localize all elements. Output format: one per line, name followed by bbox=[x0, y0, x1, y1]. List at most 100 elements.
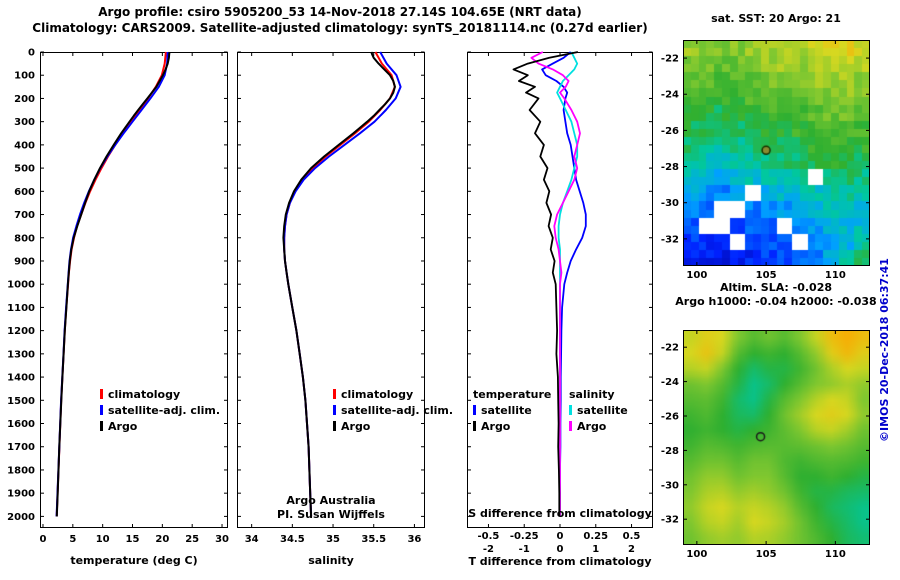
depth-tick-label: 1400 bbox=[7, 373, 35, 384]
legend-label: Argo bbox=[481, 420, 511, 433]
lat-tick-label: -26 bbox=[661, 126, 679, 137]
lat-tick-label: -22 bbox=[661, 54, 679, 65]
argo-height-values: Argo h1000: -0.04 h2000: -0.038 bbox=[675, 295, 877, 308]
difference-legend-item: satellite bbox=[569, 404, 628, 417]
lon-tick-label: 100 bbox=[686, 549, 707, 560]
depth-tick-label: 1700 bbox=[7, 442, 35, 453]
salinity-xtick-label: 34 bbox=[245, 534, 259, 545]
difference-legend-item: Argo bbox=[569, 420, 606, 433]
depth-tick-label: 1900 bbox=[7, 489, 35, 500]
legend-label: satellite bbox=[577, 404, 628, 417]
difference-s-xtick-label: -0.5 bbox=[478, 531, 500, 542]
legend-label: Argo bbox=[577, 420, 607, 433]
temperature-plot: 0 5 10 15 20 25 300100200300400500600700800900… bbox=[7, 48, 229, 568]
salinity-plot: 34 34.5 35 35.5 36 salinity Argo AustraliaPI. … bbox=[237, 51, 425, 567]
temperature-xtick-label: 20 bbox=[155, 534, 169, 545]
depth-tick-label: 600 bbox=[14, 187, 35, 198]
lat-tick-label: -32 bbox=[661, 234, 679, 245]
imos-credit: ©IMOS 20-Dec-2018 06:37:41 bbox=[878, 258, 891, 442]
salinity-legend-item: Argo bbox=[333, 420, 370, 433]
salinity-series-climatology bbox=[283, 51, 396, 517]
figure-title: Argo profile: csiro 5905200_53 14-Nov-20… bbox=[98, 5, 582, 19]
difference-xtick-label: 0 bbox=[557, 544, 564, 555]
depth-tick-label: 1200 bbox=[7, 326, 35, 337]
temperature-series-climatology bbox=[55, 51, 167, 517]
depth-tick-label: 1500 bbox=[7, 396, 35, 407]
depth-tick-label: 100 bbox=[14, 71, 35, 82]
temperature-xtick-label: 10 bbox=[96, 534, 110, 545]
legend-label: climatology bbox=[341, 388, 414, 401]
lat-tick-label: -28 bbox=[661, 446, 679, 457]
difference-plot: -2 -1 0 1 2 -0.5 -0.25 0 0.25 0.5 T difference fro… bbox=[467, 51, 653, 568]
salinity-xlabel: salinity bbox=[308, 554, 354, 567]
difference-legend-item: Argo bbox=[473, 420, 510, 433]
legend-label: satellite-adj. clim. bbox=[341, 404, 454, 417]
salinity-xtick-label: 36 bbox=[407, 534, 421, 545]
depth-tick-label: 1800 bbox=[7, 465, 35, 476]
difference-xtick-label: 1 bbox=[592, 544, 599, 555]
difference-series-t-diff-argo bbox=[512, 51, 579, 517]
sst_map-axes: 100 105 110 -22 -24 -26 -28 -30 -32 bbox=[661, 40, 870, 281]
depth-tick-label: 500 bbox=[14, 164, 35, 175]
lat-tick-label: -30 bbox=[661, 198, 679, 209]
lat-tick-label: -24 bbox=[661, 90, 679, 101]
depth-tick-label: 1600 bbox=[7, 419, 35, 430]
lat-tick-label: -22 bbox=[661, 343, 679, 354]
temperature-xlabel: temperature (deg C) bbox=[70, 554, 197, 567]
salinity-annotation: Argo Australia bbox=[286, 494, 375, 507]
legend-line-swatch bbox=[569, 421, 572, 431]
depth-tick-label: 1100 bbox=[7, 303, 35, 314]
depth-tick-label: 800 bbox=[14, 233, 35, 244]
difference-series-t-diff-satellite bbox=[541, 51, 587, 517]
difference-xlabel: T difference from climatology bbox=[468, 555, 651, 568]
salinity-series-satellite-adj-clim bbox=[283, 51, 402, 517]
difference-xtick-label: -2 bbox=[483, 544, 494, 555]
difference-legend-header: temperature bbox=[473, 388, 552, 401]
salinity-annotation: PI. Susan Wijffels bbox=[277, 508, 385, 521]
salinity-xtick-label: 35.5 bbox=[361, 534, 386, 545]
lon-tick-label: 110 bbox=[825, 549, 846, 560]
temperature-profile-panel: 0 5 10 15 20 25 30 0 100 200 300 400 500 600 700 800 900… bbox=[7, 48, 229, 568]
depth-tick-label: 1300 bbox=[7, 349, 35, 360]
temperature-series-argo bbox=[55, 51, 171, 517]
legend-label: satellite-adj. clim. bbox=[108, 404, 221, 417]
difference-series-s-diff-argo bbox=[530, 51, 581, 517]
temperature-xtick-label: 15 bbox=[126, 534, 140, 545]
sla-map: 100 105 110 -22 -24 -26 -28 -30 -32 bbox=[661, 330, 870, 560]
sst_map-image bbox=[683, 40, 870, 266]
sst-map: 100 105 110 -22 -24 -26 -28 -30 -32 bbox=[661, 40, 870, 281]
difference-annotation: S difference from climatology bbox=[468, 507, 652, 520]
legend-line-swatch bbox=[333, 405, 336, 415]
sst-map-header: sat. SST: 20 Argo: 21 bbox=[711, 12, 841, 25]
temperature-legend-item: Argo bbox=[100, 420, 137, 433]
depth-tick-label: 1000 bbox=[7, 280, 35, 291]
temperature-series-satellite-adj-clim bbox=[55, 51, 169, 517]
lat-tick-label: -26 bbox=[661, 412, 679, 423]
temperature-legend-item: satellite-adj. clim. bbox=[100, 404, 220, 417]
lat-tick-label: -30 bbox=[661, 480, 679, 491]
temperature-xtick-label: 5 bbox=[69, 534, 76, 545]
difference-xtick-label: -1 bbox=[519, 544, 530, 555]
difference-s-xtick-label: -0.25 bbox=[510, 531, 539, 542]
lat-tick-label: -32 bbox=[661, 515, 679, 526]
lon-tick-label: 100 bbox=[686, 270, 707, 281]
difference-s-xtick-label: 0.25 bbox=[583, 531, 608, 542]
temperature-xtick-label: 30 bbox=[215, 534, 229, 545]
lon-tick-label: 105 bbox=[756, 549, 777, 560]
depth-tick-label: 900 bbox=[14, 256, 35, 267]
lon-tick-label: 105 bbox=[756, 270, 777, 281]
difference-legend-item: satellite bbox=[473, 404, 532, 417]
difference-s-xtick-label: 0.5 bbox=[623, 531, 641, 542]
temperature-xtick-label: 25 bbox=[185, 534, 199, 545]
legend-label: Argo bbox=[341, 420, 371, 433]
legend-line-swatch bbox=[100, 389, 103, 399]
salinity-legend-item: climatology bbox=[333, 388, 413, 401]
depth-tick-label: 400 bbox=[14, 140, 35, 151]
legend-label: satellite bbox=[481, 404, 532, 417]
sla_map-image bbox=[683, 330, 870, 545]
depth-tick-label: 700 bbox=[14, 210, 35, 221]
lon-tick-label: 110 bbox=[825, 270, 846, 281]
legend-line-swatch bbox=[473, 421, 476, 431]
legend-line-swatch bbox=[473, 405, 476, 415]
